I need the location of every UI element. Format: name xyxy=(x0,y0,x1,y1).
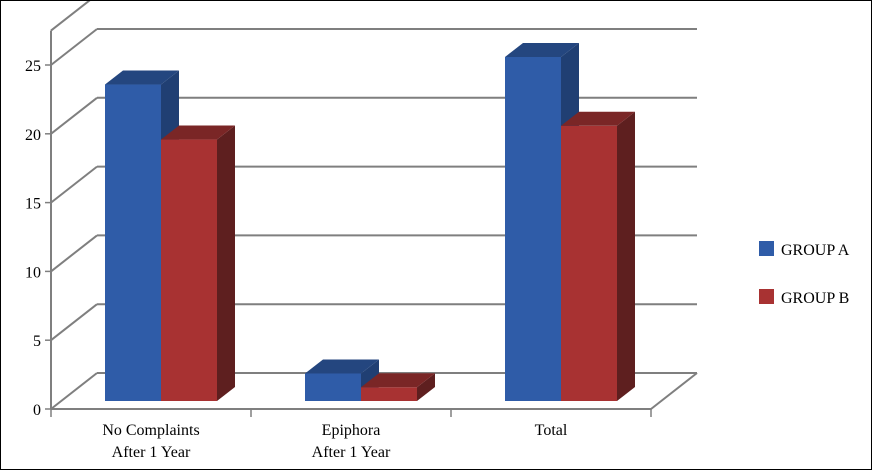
chart-walls xyxy=(50,1,91,32)
y-tick-label: 0 xyxy=(33,402,41,419)
bar-top xyxy=(305,359,379,374)
side-wall-top-edge xyxy=(50,1,91,32)
y-tick-label: 25 xyxy=(25,58,41,75)
legend: GROUP A GROUP B xyxy=(759,241,850,307)
bar-front xyxy=(505,57,561,401)
x-category-label: After 1 Year xyxy=(112,444,191,461)
bar-side xyxy=(417,373,435,401)
y-tick-label: 5 xyxy=(33,333,41,350)
legend-label: GROUP A xyxy=(781,242,850,259)
bar-front xyxy=(105,84,161,402)
gridline-side xyxy=(50,165,98,204)
x-category-label: No Complaints xyxy=(102,422,199,439)
x-category-label: After 1 Year xyxy=(312,444,391,461)
floor-right-edge xyxy=(650,372,698,410)
bar-side xyxy=(217,125,235,401)
legend-swatch xyxy=(759,241,774,256)
bar-top xyxy=(161,125,235,140)
y-tick-labels: 0 5 10 15 20 25 xyxy=(25,58,41,419)
bar-front xyxy=(161,139,217,401)
legend-label: GROUP B xyxy=(781,290,849,307)
bar-front xyxy=(561,125,617,402)
legend-swatch xyxy=(759,289,774,304)
gridline-side xyxy=(50,303,98,341)
bar xyxy=(561,111,635,402)
x-category-label: Total xyxy=(535,422,568,439)
bar-front xyxy=(361,387,417,401)
bar xyxy=(361,373,435,401)
x-category-labels: No Complaints After 1 Year Epiphora After 1… xyxy=(102,422,568,461)
y-tick-label: 15 xyxy=(25,196,41,213)
bar-side xyxy=(617,111,635,402)
bar-top xyxy=(105,70,179,85)
axes xyxy=(45,30,698,417)
bar-top xyxy=(561,111,635,126)
bar-top xyxy=(505,43,579,57)
y-tick-label: 10 xyxy=(25,264,41,281)
gridline-side xyxy=(50,28,98,66)
bar-front xyxy=(305,373,361,401)
y-tick-label: 20 xyxy=(25,127,41,144)
x-category-label: Epiphora xyxy=(322,422,381,439)
gridline-side xyxy=(50,234,98,273)
bar-top xyxy=(361,373,435,388)
gridline-side xyxy=(50,372,98,410)
bar xyxy=(161,125,235,401)
gridline-side xyxy=(50,97,98,135)
bars xyxy=(105,43,635,402)
